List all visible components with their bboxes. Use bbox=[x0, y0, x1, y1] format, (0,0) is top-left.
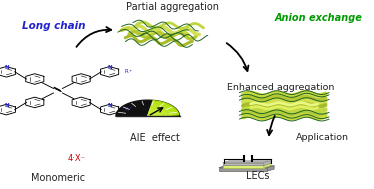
Polygon shape bbox=[148, 101, 179, 116]
Polygon shape bbox=[148, 102, 176, 116]
Text: N: N bbox=[107, 65, 112, 70]
Polygon shape bbox=[267, 166, 274, 171]
Text: AIE  effect: AIE effect bbox=[130, 133, 180, 143]
Text: Enhanced aggregation: Enhanced aggregation bbox=[227, 83, 334, 92]
Polygon shape bbox=[264, 163, 270, 168]
Polygon shape bbox=[223, 163, 270, 165]
Polygon shape bbox=[148, 112, 157, 116]
Text: Partial aggregation: Partial aggregation bbox=[126, 2, 218, 12]
Polygon shape bbox=[148, 109, 162, 116]
Text: Monomeric: Monomeric bbox=[31, 173, 85, 183]
Text: +: + bbox=[129, 69, 132, 73]
Polygon shape bbox=[148, 107, 167, 116]
Text: R: R bbox=[125, 69, 129, 74]
Text: R: R bbox=[125, 107, 129, 112]
Polygon shape bbox=[223, 161, 270, 163]
Text: 4·X⁻: 4·X⁻ bbox=[68, 154, 86, 163]
Text: N: N bbox=[4, 65, 9, 70]
Text: N: N bbox=[4, 103, 9, 108]
Polygon shape bbox=[148, 104, 172, 116]
Polygon shape bbox=[223, 163, 264, 165]
Polygon shape bbox=[223, 165, 264, 168]
Polygon shape bbox=[116, 100, 180, 116]
Polygon shape bbox=[219, 168, 267, 171]
Text: Application: Application bbox=[295, 133, 349, 142]
Text: Anion exchange: Anion exchange bbox=[275, 13, 363, 23]
Polygon shape bbox=[219, 166, 274, 168]
Text: +: + bbox=[129, 106, 132, 111]
Text: N: N bbox=[107, 103, 112, 108]
Text: Long chain: Long chain bbox=[22, 21, 86, 31]
Polygon shape bbox=[264, 161, 270, 165]
Text: LECs: LECs bbox=[246, 171, 270, 181]
